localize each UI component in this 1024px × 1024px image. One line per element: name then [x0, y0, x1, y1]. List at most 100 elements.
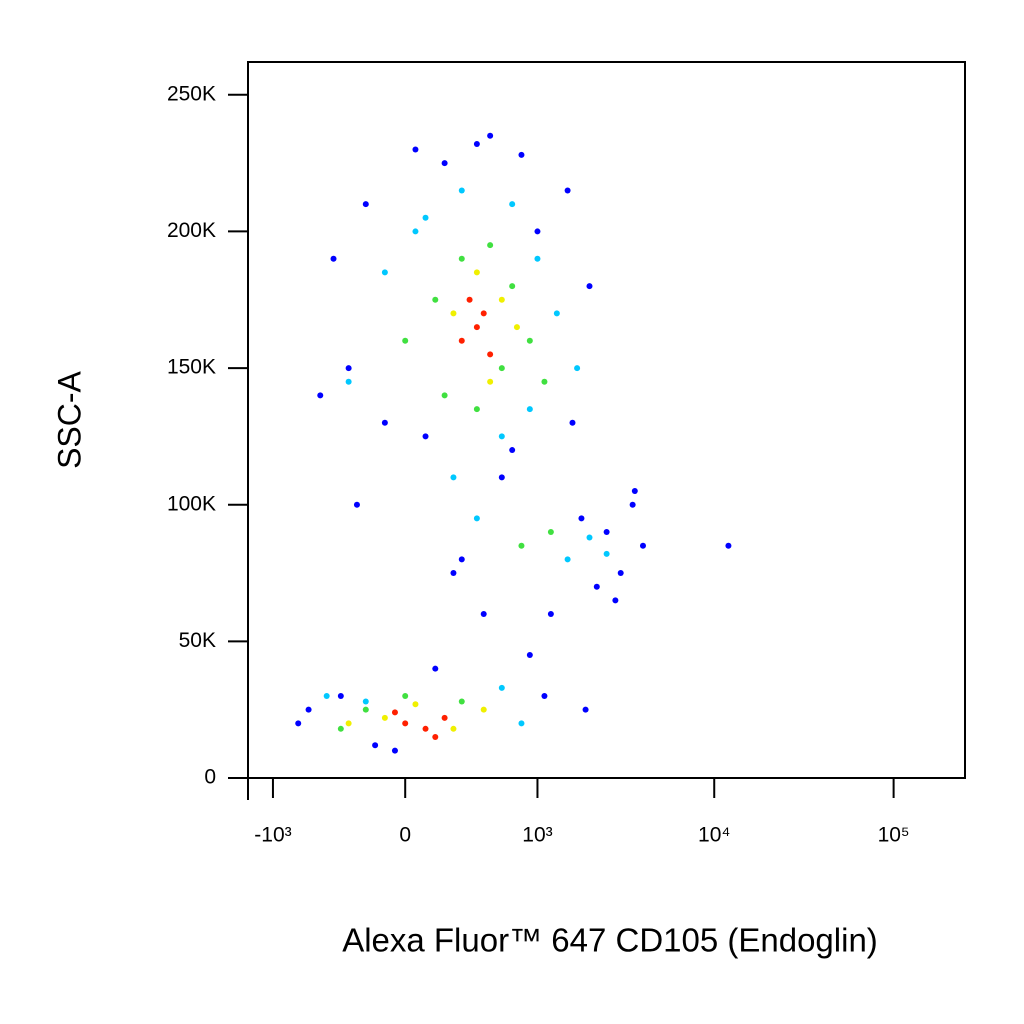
point — [725, 542, 732, 549]
point — [518, 720, 525, 727]
point — [458, 337, 465, 344]
point — [450, 570, 457, 577]
point — [547, 529, 554, 536]
point — [526, 652, 533, 659]
point — [458, 255, 465, 262]
point — [458, 556, 465, 563]
point — [412, 228, 419, 235]
point — [295, 720, 302, 727]
point — [498, 474, 505, 481]
point — [473, 406, 480, 413]
point — [391, 747, 398, 754]
point — [323, 693, 330, 700]
point — [547, 611, 554, 618]
point — [541, 378, 548, 385]
point — [631, 488, 638, 495]
point — [450, 474, 457, 481]
point — [372, 742, 379, 749]
point — [441, 392, 448, 399]
x-tick-label: 0 — [399, 824, 411, 847]
point — [422, 214, 429, 221]
point — [473, 324, 480, 331]
point — [498, 433, 505, 440]
point — [612, 597, 619, 604]
point — [487, 351, 494, 358]
point — [578, 515, 585, 522]
y-tick-label: 150K — [167, 356, 216, 379]
y-tick-label: 250K — [167, 82, 216, 105]
point — [473, 515, 480, 522]
point — [402, 693, 409, 700]
point — [381, 269, 388, 276]
point — [603, 529, 610, 536]
point — [617, 570, 624, 577]
point — [498, 296, 505, 303]
point — [450, 310, 457, 317]
x-tick-label: 10⁴ — [698, 824, 730, 847]
point — [432, 296, 439, 303]
point — [353, 501, 360, 508]
point — [473, 140, 480, 147]
point — [487, 242, 494, 249]
point — [564, 187, 571, 194]
point — [586, 283, 593, 290]
point — [305, 706, 312, 713]
point — [337, 725, 344, 732]
point — [498, 684, 505, 691]
point — [381, 714, 388, 721]
point — [582, 706, 589, 713]
point — [509, 447, 516, 454]
point — [317, 392, 324, 399]
point — [458, 698, 465, 705]
point — [534, 228, 541, 235]
point — [564, 556, 571, 563]
point — [391, 709, 398, 716]
point — [402, 720, 409, 727]
point — [574, 365, 581, 372]
point — [402, 337, 409, 344]
y-tick-label: 200K — [167, 219, 216, 242]
point — [586, 534, 593, 541]
point — [518, 542, 525, 549]
point — [593, 583, 600, 590]
point — [450, 725, 457, 732]
point — [362, 706, 369, 713]
point — [518, 151, 525, 158]
point — [432, 665, 439, 672]
point — [526, 337, 533, 344]
point — [541, 693, 548, 700]
point — [629, 501, 636, 508]
point — [480, 611, 487, 618]
plot-frame — [247, 61, 966, 779]
point — [603, 550, 610, 557]
point — [441, 160, 448, 167]
point — [466, 296, 473, 303]
point — [509, 283, 516, 290]
point — [345, 378, 352, 385]
point — [362, 201, 369, 208]
point — [458, 187, 465, 194]
x-tick-label: 10³ — [522, 824, 552, 847]
point — [534, 255, 541, 262]
point — [330, 255, 337, 262]
point — [362, 698, 369, 705]
point — [441, 714, 448, 721]
point — [498, 365, 505, 372]
y-axis-title: SSC-A — [51, 370, 87, 468]
point — [412, 146, 419, 153]
point — [422, 725, 429, 732]
point — [473, 269, 480, 276]
x-axis-title: Alexa Fluor™ 647 CD105 (Endoglin) — [342, 922, 878, 959]
point — [487, 132, 494, 139]
point — [509, 201, 516, 208]
y-tick-label: 100K — [167, 492, 216, 515]
point — [639, 542, 646, 549]
point — [526, 406, 533, 413]
x-tick-label: 10⁵ — [878, 824, 910, 847]
point — [569, 419, 576, 426]
point — [432, 734, 439, 741]
point — [513, 324, 520, 331]
point — [487, 378, 494, 385]
point — [480, 310, 487, 317]
